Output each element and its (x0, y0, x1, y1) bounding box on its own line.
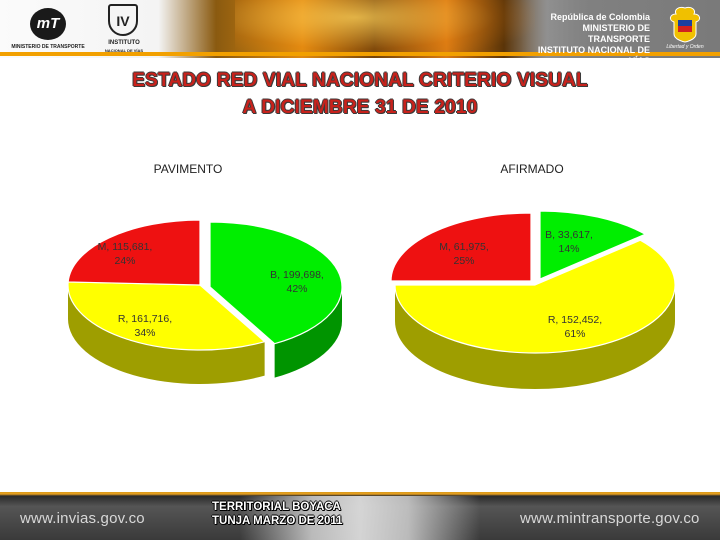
page-title: ESTADO RED VIAL NACIONAL CRITERIO VISUAL (132, 70, 588, 91)
pie-slice-m (390, 212, 532, 282)
invias-caption-line1: INSTITUTO (108, 40, 140, 46)
pie-slice-r (67, 281, 266, 351)
pie-slice-b (209, 221, 343, 345)
territorial-line-2: TUNJA MARZO DE 2011 (212, 515, 343, 527)
data-label-m-value: M, 61,975, (439, 241, 489, 253)
territorial-text: TERRITORIAL BOYACA TUNJA MARZO DE 2011 (212, 500, 372, 528)
invias-caption-line2: NACIONAL DE VÍAS (104, 48, 144, 53)
data-label-r-value: R, 161,716, (118, 313, 172, 325)
pie-side-r (395, 285, 675, 389)
ministerio-logo-caption: MINISTERIO DE TRANSPORTE (11, 44, 85, 50)
pie-side-r (68, 285, 265, 384)
government-text: República de Colombia MINISTERIO DE TRAN… (520, 12, 650, 58)
gov-line-2: MINISTERIO DE TRANSPORTE (582, 23, 650, 44)
data-label-r-percent: 61% (564, 328, 585, 340)
invias-logo-icon: IV (108, 4, 138, 36)
chart-title-pavimento: PAVIMENTO (153, 162, 223, 176)
crest-icon (669, 7, 701, 43)
ministerio-logo: mT MINISTERIO DE TRANSPORTE (8, 4, 88, 54)
data-label-m-percent: 25% (453, 255, 474, 267)
header-divider (0, 52, 720, 56)
header-banner: mT MINISTERIO DE TRANSPORTE IV INSTITUTO… (0, 0, 720, 58)
data-label-b-percent: 42% (286, 283, 307, 295)
crest-caption: Libertad y Orden (666, 44, 704, 50)
pie-chart-afirmado: B, 33,617, 14% R, 152,452, 61% M, 61,975, 25% (390, 210, 676, 389)
pie-chart-pavimento: B, 199,698, 42% R, 161,716, 34% M, 115,681, 2… (67, 219, 343, 384)
gov-line-1: República de Colombia (550, 12, 650, 22)
header-photo (235, 0, 535, 58)
pie-side-b (274, 287, 343, 378)
page-subtitle: A DICIEMBRE 31 DE 2010 (242, 97, 478, 118)
territorial-line-1: TERRITORIAL BOYACA (212, 501, 341, 513)
mintransporte-url[interactable]: www.mintransporte.gov.co (520, 510, 700, 527)
invias-logo: IV INSTITUTO NACIONAL DE VÍAS (102, 4, 146, 54)
colombia-crest: Libertad y Orden (660, 4, 710, 54)
pie-slice-m (67, 219, 201, 286)
data-label-b-percent: 14% (558, 243, 579, 255)
chart-title-afirmado: AFIRMADO (500, 162, 564, 176)
pie-slice-r (394, 239, 676, 354)
invias-url[interactable]: www.invias.gov.co (20, 510, 145, 527)
data-label-m-percent: 24% (114, 255, 135, 267)
data-label-b-value: B, 199,698, (270, 269, 324, 281)
ministerio-logo-icon: mT (30, 8, 66, 40)
data-label-r-value: R, 152,452, (548, 314, 602, 326)
invias-logo-caption: INSTITUTO NACIONAL DE VÍAS (102, 40, 146, 54)
data-label-b-value: B, 33,617, (545, 229, 593, 241)
footer-banner: www.invias.gov.co www.mintransporte.gov.… (0, 492, 720, 540)
footer-highlight (240, 496, 480, 540)
pie-slice-b (539, 210, 647, 280)
gov-line-3: INSTITUTO NACIONAL DE VÍAS (537, 45, 650, 58)
data-label-r-percent: 34% (134, 327, 155, 339)
data-label-m-value: M, 115,681, (98, 241, 153, 253)
